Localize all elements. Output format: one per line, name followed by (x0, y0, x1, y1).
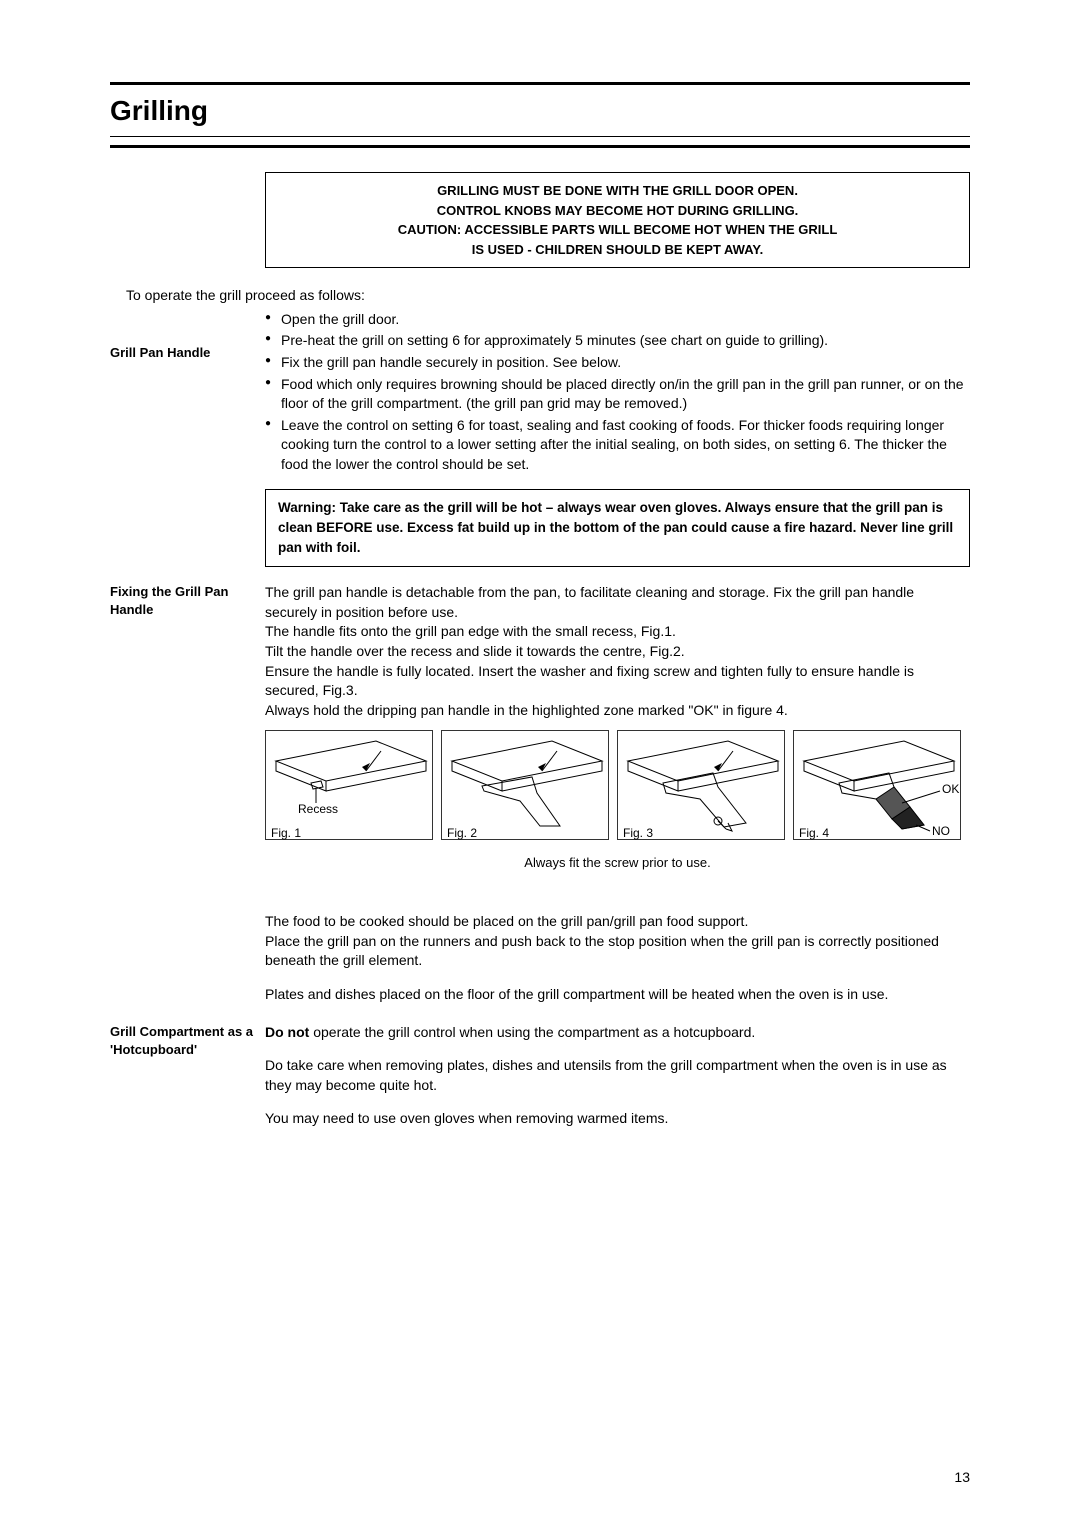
ok-label-text: OK (942, 782, 959, 796)
fixing-para: Ensure the handle is fully located. Inse… (265, 662, 970, 701)
food-placement-col: The food to be cooked should be placed o… (265, 912, 970, 1018)
bullets-col: Open the grill door. Pre-heat the grill … (265, 310, 970, 477)
figure-1-svg: Recess (265, 730, 433, 840)
figure-1: Recess Fig. 1 (265, 730, 433, 846)
caution-line: CONTROL KNOBS MAY BECOME HOT DURING GRIL… (282, 201, 953, 221)
figures-row: Recess Fig. 1 Fig. 2 (265, 730, 970, 846)
bullet-item: Open the grill door. (265, 310, 970, 330)
fixing-para: Always hold the dripping pan handle in t… (265, 701, 970, 721)
figure-3: Fig. 3 (617, 730, 785, 846)
bullet-item: Food which only requires browning should… (265, 375, 970, 414)
do-not-bold: Do not (265, 1024, 309, 1040)
page-number: 13 (954, 1468, 970, 1488)
side-label-grill-pan-handle: Grill Pan Handle (110, 310, 265, 477)
figure-4-svg: OK NO (793, 730, 961, 840)
rule-top-thick (110, 82, 970, 85)
fixing-para: The grill pan handle is detachable from … (265, 583, 970, 622)
rule-mid-thick (110, 145, 970, 148)
side-label-fixing-handle: Fixing the Grill Pan Handle (110, 583, 265, 720)
figure-3-svg (617, 730, 785, 840)
caution-line: IS USED - CHILDREN SHOULD BE KEPT AWAY. (282, 240, 953, 260)
bullet-item: Leave the control on setting 6 for toast… (265, 416, 970, 475)
intro-text: To operate the grill proceed as follows: (126, 286, 970, 306)
do-not-rest: operate the grill control when using the… (309, 1024, 755, 1040)
fixing-text-col: The grill pan handle is detachable from … (265, 583, 970, 720)
fixing-para: Tilt the handle over the recess and slid… (265, 642, 970, 662)
figure-note: Always fit the screw prior to use. (265, 854, 970, 872)
figure-2: Fig. 2 (441, 730, 609, 846)
food-placement-row: The food to be cooked should be placed o… (110, 912, 970, 1018)
figure-4: OK NO Fig. 4 (793, 730, 961, 846)
caution-line: GRILLING MUST BE DONE WITH THE GRILL DOO… (282, 181, 953, 201)
para: Plates and dishes placed on the floor of… (265, 985, 970, 1005)
para: Place the grill pan on the runners and p… (265, 932, 970, 971)
grill-pan-handle-row: Grill Pan Handle Open the grill door. Pr… (110, 310, 970, 477)
hotcupboard-para-1: Do not operate the grill control when us… (265, 1023, 970, 1043)
caution-line: CAUTION: ACCESSIBLE PARTS WILL BECOME HO… (282, 220, 953, 240)
page-title: Grilling (110, 91, 970, 130)
fig4-caption: Fig. 4 (799, 825, 829, 842)
fig1-caption: Fig. 1 (271, 825, 301, 842)
fixing-handle-row: Fixing the Grill Pan Handle The grill pa… (110, 583, 970, 720)
caution-box: GRILLING MUST BE DONE WITH THE GRILL DOO… (265, 172, 970, 268)
hotcupboard-para-3: You may need to use oven gloves when rem… (265, 1109, 970, 1129)
bullet-item: Fix the grill pan handle securely in pos… (265, 353, 970, 373)
hotcupboard-col: Do not operate the grill control when us… (265, 1023, 970, 1143)
hotcupboard-para-2: Do take care when removing plates, dishe… (265, 1056, 970, 1095)
fig3-caption: Fig. 3 (623, 825, 653, 842)
recess-label-text: Recess (298, 802, 338, 816)
side-label-empty (110, 912, 265, 1018)
no-label-text: NO (932, 824, 950, 838)
fixing-para: The handle fits onto the grill pan edge … (265, 622, 970, 642)
fig2-caption: Fig. 2 (447, 825, 477, 842)
bullet-list: Open the grill door. Pre-heat the grill … (265, 310, 970, 475)
hotcupboard-row: Grill Compartment as a 'Hotcupboard' Do … (110, 1023, 970, 1143)
rule-thin (110, 136, 970, 137)
side-label-hotcupboard: Grill Compartment as a 'Hotcupboard' (110, 1023, 265, 1143)
bullet-item: Pre-heat the grill on setting 6 for appr… (265, 331, 970, 351)
figure-2-svg (441, 730, 609, 840)
para: The food to be cooked should be placed o… (265, 912, 970, 932)
warning-box: Warning: Take care as the grill will be … (265, 489, 970, 568)
